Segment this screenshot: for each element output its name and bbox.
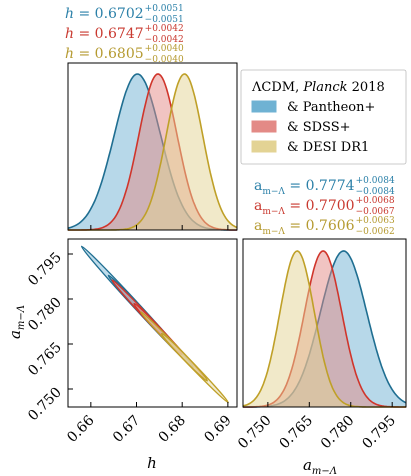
density-fill-desi-dr1 [68, 74, 237, 230]
legend-title: ΛCDM, Planck 2018 [251, 80, 385, 95]
legend-box [240, 69, 407, 165]
svg-text:am−Λ = 0.7700: am−Λ = 0.7700 [254, 198, 355, 217]
contour-inner-desi-dr1 [160, 332, 209, 382]
svg-text:h = 0.6805: h = 0.6805 [65, 46, 144, 62]
svg-text:−0.0051: −0.0051 [145, 15, 184, 25]
a-annotation-sdss: am−Λ = 0.7700 +0.0068−0.0067 [254, 196, 395, 217]
y-tick-label-a: 0.780 [25, 295, 65, 335]
svg-text:h = 0.6747: h = 0.6747 [65, 26, 144, 42]
a-annotation-desi-dr1: am−Λ = 0.7606 +0.0063−0.0062 [254, 216, 395, 237]
x-tick-label-a: 0.780 [318, 413, 358, 453]
h-annotation-desi-dr1: h = 0.6805 +0.0040−0.0040 [65, 44, 184, 65]
svg-text:−0.0062: −0.0062 [356, 227, 395, 237]
legend-label-desi-dr1: & DESI DR1 [287, 140, 369, 155]
x-tick-label-a: 0.750 [235, 413, 275, 453]
svg-text:am−Λ: am−Λ [303, 456, 337, 476]
contour-frame [67, 238, 238, 408]
x-tick-label-h: 0.68 [156, 413, 189, 446]
x-tick-label-a: 0.765 [276, 413, 316, 453]
svg-text:h = 0.6702: h = 0.6702 [65, 6, 144, 22]
a-marginal-panel: 0.750 0.765 0.780 0.795 [235, 238, 407, 453]
svg-text:+0.0063: +0.0063 [356, 216, 395, 226]
svg-text:am−Λ: am−Λ [6, 305, 27, 339]
h-annotation-pantheon: h = 0.6702 +0.0051−0.0051 [65, 4, 184, 25]
a-marginal-frame [242, 238, 407, 408]
density-fill-sdss [68, 74, 237, 230]
contour-panel: 0.66 0.67 0.68 0.69 0.750 0.765 0.780 0.795 [25, 238, 238, 446]
y-axis-label-a: am−Λ [6, 305, 27, 339]
density-fill-a-desi-dr1 [243, 251, 406, 407]
h-marginal-frame [67, 62, 238, 231]
legend-label-sdss: & SDSS+ [287, 120, 351, 135]
x-tick-label-h: 0.66 [64, 412, 97, 445]
svg-text:am−Λ = 0.7774: am−Λ = 0.7774 [254, 178, 355, 197]
h-marginal-panel [67, 62, 238, 231]
svg-text:am−Λ = 0.7606: am−Λ = 0.7606 [254, 218, 355, 237]
a-annotation-pantheon: am−Λ = 0.7774 +0.0084−0.0084 [254, 176, 395, 197]
h-annotation-sdss: h = 0.6747 +0.0042−0.0042 [65, 24, 184, 45]
legend-label-pantheon: & Pantheon+ [287, 100, 375, 115]
legend-swatch-desi-dr1 [251, 140, 277, 153]
legend-swatch-pantheon [251, 100, 277, 113]
svg-text:−0.0042: −0.0042 [145, 35, 184, 45]
y-tick-label-a: 0.765 [25, 340, 65, 380]
x-tick-label-h: 0.67 [110, 413, 143, 446]
x-tick-label-a: 0.795 [359, 413, 399, 453]
svg-text:−0.0084: −0.0084 [356, 187, 395, 197]
x-axis-label-a: am−Λ [303, 456, 337, 476]
svg-text:−0.0040: −0.0040 [145, 55, 184, 65]
legend: ΛCDM, Planck 2018 & Pantheon+ & SDSS+ & DE… [240, 69, 407, 165]
svg-text:+0.0042: +0.0042 [145, 24, 184, 34]
x-axis-label-h: h [147, 454, 157, 472]
svg-text:+0.0040: +0.0040 [145, 44, 184, 54]
legend-swatch-sdss [251, 120, 277, 133]
svg-text:+0.0051: +0.0051 [145, 4, 184, 14]
x-tick-label-h: 0.69 [201, 413, 234, 446]
svg-text:+0.0068: +0.0068 [356, 196, 395, 206]
svg-text:+0.0084: +0.0084 [356, 176, 395, 186]
svg-text:−0.0067: −0.0067 [356, 207, 395, 217]
y-tick-label-a: 0.750 [25, 385, 65, 425]
density-fill-a-sdss [243, 251, 406, 407]
y-tick-label-a: 0.795 [25, 250, 65, 290]
